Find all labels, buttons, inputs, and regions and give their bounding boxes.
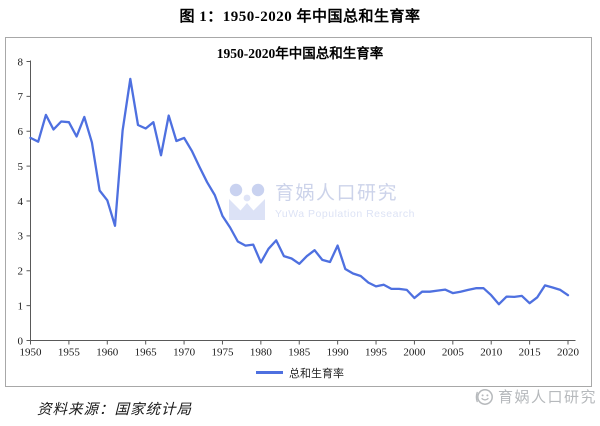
legend: 总和生育率 [0, 366, 600, 380]
source-note: 资料来源：国家统计局 [37, 402, 192, 418]
figure-caption: 图 1：1950-2020 年中国总和生育率 [179, 9, 421, 25]
chart-title: 1950-2020年中国总和生育率 [216, 46, 384, 61]
legend-label: 总和生育率 [289, 367, 344, 380]
chart-panel [5, 37, 592, 387]
legend-line-marker [256, 371, 283, 374]
brand-name: 育娲人口研究 [497, 389, 597, 406]
brand-badge: 育娲人口研究 [474, 386, 597, 407]
smiley-face-icon [475, 388, 493, 405]
